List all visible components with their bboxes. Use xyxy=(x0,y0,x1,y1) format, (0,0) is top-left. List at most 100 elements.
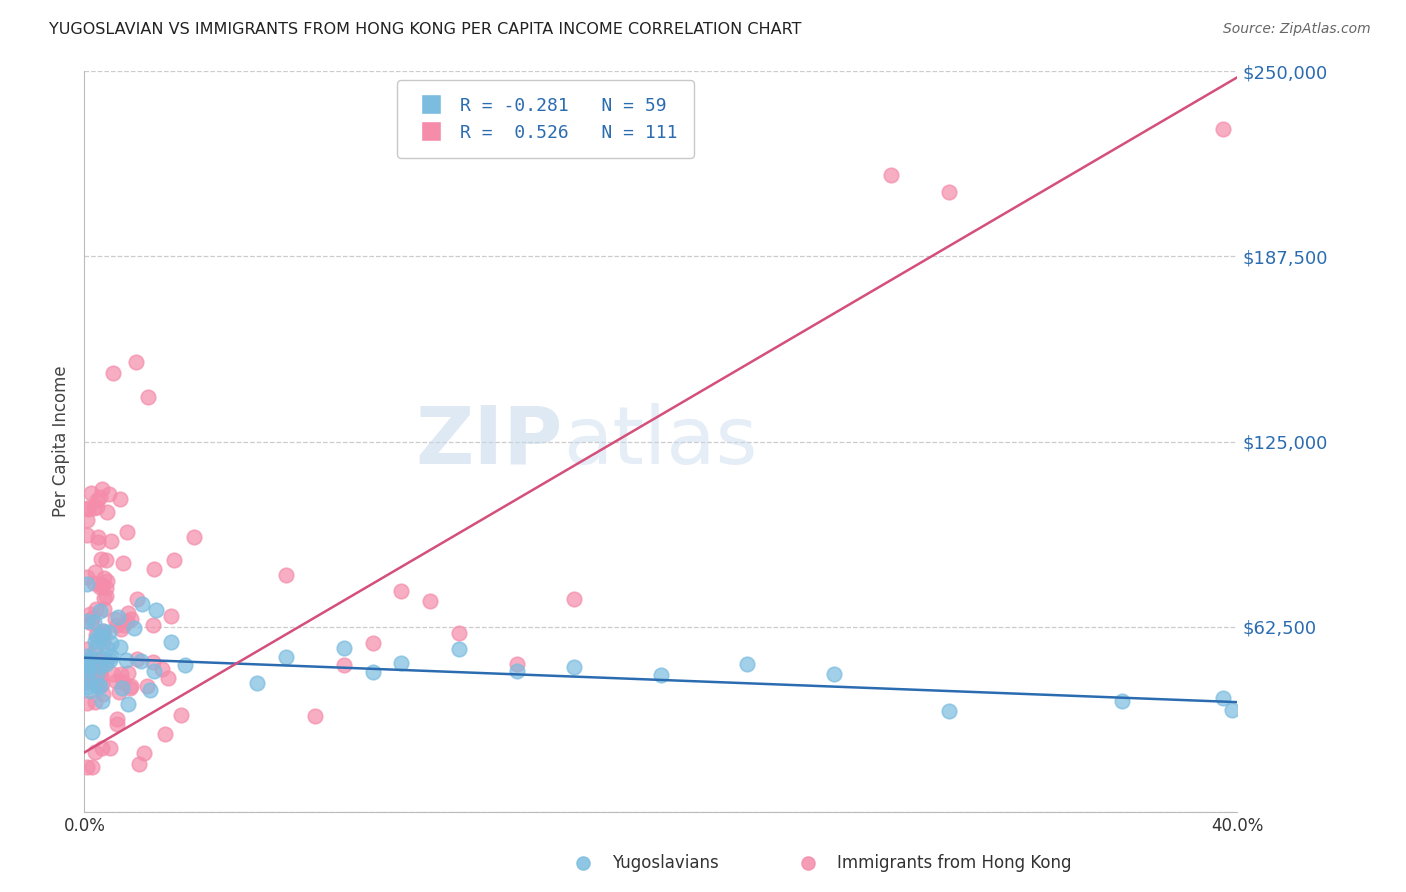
Yugoslavians xyxy=(98,625,121,640)
Yugoslavians xyxy=(83,615,105,630)
Immigrants from Hong Kong xyxy=(94,589,117,603)
Immigrants from Hong Kong xyxy=(1212,122,1234,136)
Immigrants from Hong Kong xyxy=(112,675,135,690)
Yugoslavians xyxy=(80,651,103,665)
Yugoslavians xyxy=(77,680,100,694)
Yugoslavians xyxy=(80,724,103,739)
Immigrants from Hong Kong xyxy=(80,616,103,631)
Yugoslavians xyxy=(108,640,131,654)
Yugoslavians xyxy=(333,641,356,656)
Immigrants from Hong Kong xyxy=(80,760,103,774)
Immigrants from Hong Kong xyxy=(159,609,181,624)
Immigrants from Hong Kong xyxy=(170,708,193,723)
Yugoslavians xyxy=(145,603,167,617)
Immigrants from Hong Kong xyxy=(83,647,105,661)
Immigrants from Hong Kong xyxy=(83,576,105,591)
Immigrants from Hong Kong xyxy=(117,614,139,628)
Yugoslavians xyxy=(86,630,108,644)
Immigrants from Hong Kong xyxy=(84,695,107,709)
Immigrants from Hong Kong xyxy=(112,557,135,571)
Immigrants from Hong Kong xyxy=(90,552,112,566)
Immigrants from Hong Kong xyxy=(76,696,98,710)
Immigrants from Hong Kong xyxy=(153,727,176,741)
Y-axis label: Per Capita Income: Per Capita Income xyxy=(52,366,70,517)
Immigrants from Hong Kong xyxy=(117,606,139,620)
Immigrants from Hong Kong xyxy=(120,681,142,695)
Immigrants from Hong Kong xyxy=(117,665,139,680)
Immigrants from Hong Kong xyxy=(150,662,173,676)
Immigrants from Hong Kong xyxy=(91,577,114,591)
Immigrants from Hong Kong xyxy=(183,530,205,544)
Immigrants from Hong Kong xyxy=(76,513,98,527)
Yugoslavians xyxy=(76,648,98,663)
Immigrants from Hong Kong xyxy=(87,653,110,667)
Immigrants from Hong Kong xyxy=(105,618,128,632)
Immigrants from Hong Kong xyxy=(361,636,384,650)
Immigrants from Hong Kong xyxy=(87,530,110,544)
Immigrants from Hong Kong xyxy=(84,566,107,580)
Immigrants from Hong Kong xyxy=(86,500,108,514)
Immigrants from Hong Kong xyxy=(125,354,148,368)
Immigrants from Hong Kong xyxy=(93,625,115,640)
Yugoslavians xyxy=(938,704,960,718)
Immigrants from Hong Kong xyxy=(333,658,356,673)
Yugoslavians xyxy=(1212,691,1234,706)
Text: Yugoslavians: Yugoslavians xyxy=(612,855,718,872)
Yugoslavians xyxy=(84,640,107,654)
Immigrants from Hong Kong xyxy=(77,502,100,516)
Yugoslavians xyxy=(117,697,139,711)
Immigrants from Hong Kong xyxy=(103,367,124,381)
Yugoslavians xyxy=(246,676,269,690)
Immigrants from Hong Kong xyxy=(120,612,142,626)
Immigrants from Hong Kong xyxy=(105,673,128,688)
Yugoslavians xyxy=(650,667,672,681)
Immigrants from Hong Kong xyxy=(89,662,111,676)
Immigrants from Hong Kong xyxy=(142,562,165,576)
Yugoslavians xyxy=(76,577,98,591)
Immigrants from Hong Kong xyxy=(107,712,129,726)
Immigrants from Hong Kong xyxy=(76,641,98,656)
Immigrants from Hong Kong xyxy=(84,658,107,673)
Immigrants from Hong Kong xyxy=(100,534,122,549)
Immigrants from Hong Kong xyxy=(391,583,413,598)
Yugoslavians xyxy=(173,657,195,672)
Immigrants from Hong Kong xyxy=(156,672,179,686)
Yugoslavians xyxy=(506,664,529,678)
Immigrants from Hong Kong xyxy=(105,717,128,731)
Text: Immigrants from Hong Kong: Immigrants from Hong Kong xyxy=(837,855,1071,872)
Yugoslavians xyxy=(361,665,384,679)
Immigrants from Hong Kong xyxy=(90,482,112,496)
Immigrants from Hong Kong xyxy=(110,667,132,681)
Immigrants from Hong Kong xyxy=(86,534,108,549)
Immigrants from Hong Kong xyxy=(120,679,142,693)
Yugoslavians xyxy=(100,653,122,667)
Immigrants from Hong Kong xyxy=(98,741,121,756)
Immigrants from Hong Kong xyxy=(89,676,111,690)
Immigrants from Hong Kong xyxy=(96,574,118,588)
Immigrants from Hong Kong xyxy=(110,622,132,636)
Immigrants from Hong Kong xyxy=(91,579,114,593)
Immigrants from Hong Kong xyxy=(91,687,114,701)
Immigrants from Hong Kong xyxy=(163,553,186,567)
Immigrants from Hong Kong xyxy=(134,746,156,760)
Immigrants from Hong Kong xyxy=(91,741,114,756)
Text: atlas: atlas xyxy=(562,402,758,481)
Text: Source: ZipAtlas.com: Source: ZipAtlas.com xyxy=(1223,22,1371,37)
Immigrants from Hong Kong xyxy=(880,168,903,182)
Immigrants from Hong Kong xyxy=(128,757,150,772)
Text: YUGOSLAVIAN VS IMMIGRANTS FROM HONG KONG PER CAPITA INCOME CORRELATION CHART: YUGOSLAVIAN VS IMMIGRANTS FROM HONG KONG… xyxy=(49,22,801,37)
Yugoslavians xyxy=(89,679,111,693)
Yugoslavians xyxy=(1111,694,1133,708)
Immigrants from Hong Kong xyxy=(76,675,98,690)
Immigrants from Hong Kong xyxy=(564,592,586,607)
Yugoslavians xyxy=(84,633,107,648)
Immigrants from Hong Kong xyxy=(115,524,138,539)
Immigrants from Hong Kong xyxy=(77,660,100,674)
Legend: R = -0.281   N = 59, R =  0.526   N = 111: R = -0.281 N = 59, R = 0.526 N = 111 xyxy=(396,80,695,158)
Immigrants from Hong Kong xyxy=(96,504,118,518)
Immigrants from Hong Kong xyxy=(127,591,149,606)
Immigrants from Hong Kong xyxy=(91,624,114,639)
Immigrants from Hong Kong xyxy=(89,580,111,594)
Immigrants from Hong Kong xyxy=(91,635,114,649)
Yugoslavians xyxy=(391,656,413,670)
